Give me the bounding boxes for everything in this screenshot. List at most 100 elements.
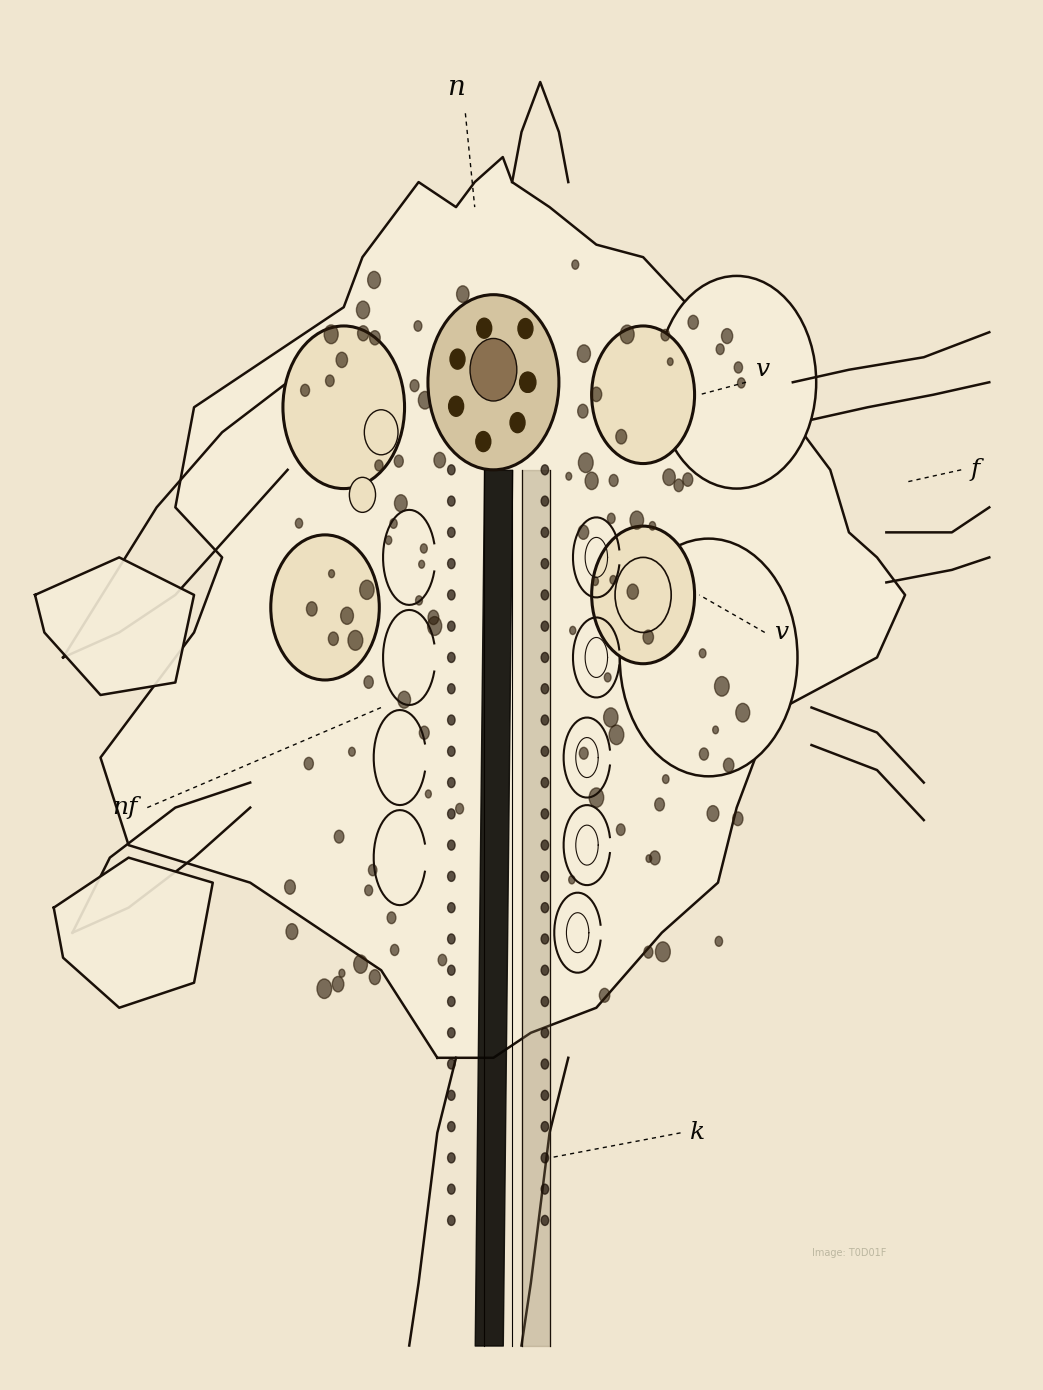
Text: f: f [971, 459, 979, 481]
Circle shape [735, 703, 750, 721]
Circle shape [568, 876, 575, 884]
Circle shape [447, 934, 455, 944]
Circle shape [418, 392, 432, 409]
Circle shape [591, 325, 695, 463]
Circle shape [447, 1090, 455, 1101]
Circle shape [616, 824, 625, 835]
Circle shape [410, 379, 419, 392]
Circle shape [699, 649, 706, 657]
Circle shape [285, 880, 295, 894]
Circle shape [447, 777, 455, 788]
Circle shape [650, 851, 660, 865]
Circle shape [541, 997, 549, 1006]
Circle shape [283, 325, 405, 488]
Circle shape [604, 673, 611, 682]
Circle shape [428, 617, 442, 635]
Circle shape [578, 525, 588, 539]
Circle shape [418, 560, 425, 569]
Circle shape [447, 1059, 455, 1069]
Circle shape [541, 496, 549, 506]
Circle shape [368, 865, 377, 876]
Circle shape [457, 286, 469, 303]
Text: n: n [447, 74, 465, 100]
Circle shape [717, 343, 724, 354]
Circle shape [325, 375, 334, 386]
Circle shape [541, 934, 549, 944]
Circle shape [541, 684, 549, 694]
Circle shape [447, 714, 455, 726]
Circle shape [734, 361, 743, 373]
Circle shape [541, 872, 549, 881]
Circle shape [661, 329, 670, 341]
Circle shape [585, 473, 599, 489]
Circle shape [541, 902, 549, 913]
Circle shape [447, 809, 455, 819]
Circle shape [541, 527, 549, 538]
Circle shape [609, 726, 624, 745]
Circle shape [714, 677, 729, 696]
Circle shape [642, 630, 654, 644]
Circle shape [447, 496, 455, 506]
Circle shape [578, 345, 590, 363]
Circle shape [447, 464, 455, 475]
Circle shape [305, 758, 313, 770]
Circle shape [367, 271, 381, 289]
Circle shape [724, 758, 734, 773]
Circle shape [428, 610, 439, 624]
Circle shape [524, 341, 536, 357]
Circle shape [271, 535, 380, 680]
Circle shape [630, 512, 644, 530]
Circle shape [541, 777, 549, 788]
Circle shape [541, 809, 549, 819]
Circle shape [649, 521, 656, 530]
Text: nf: nf [113, 796, 138, 819]
Circle shape [385, 537, 392, 545]
Circle shape [644, 947, 653, 958]
Circle shape [591, 525, 695, 663]
Circle shape [390, 944, 398, 955]
Circle shape [662, 774, 669, 784]
Circle shape [722, 328, 732, 343]
Circle shape [333, 976, 344, 992]
Circle shape [336, 352, 347, 367]
Circle shape [683, 473, 693, 486]
Circle shape [589, 788, 604, 808]
Circle shape [520, 373, 535, 392]
Text: v: v [774, 621, 789, 644]
Circle shape [447, 1027, 455, 1038]
Circle shape [541, 840, 549, 851]
Circle shape [541, 714, 549, 726]
Circle shape [365, 885, 372, 895]
Circle shape [569, 627, 576, 634]
Circle shape [532, 373, 548, 392]
Circle shape [566, 473, 572, 480]
Circle shape [463, 363, 472, 375]
Circle shape [364, 676, 373, 688]
Circle shape [348, 748, 356, 756]
Circle shape [307, 602, 317, 616]
Circle shape [447, 840, 455, 851]
Circle shape [541, 1215, 549, 1226]
Circle shape [477, 317, 491, 336]
Circle shape [339, 969, 345, 977]
Circle shape [541, 589, 549, 600]
Circle shape [349, 477, 375, 513]
Circle shape [428, 295, 559, 470]
Circle shape [420, 543, 428, 553]
Circle shape [447, 965, 455, 976]
Circle shape [369, 331, 381, 345]
Circle shape [715, 937, 723, 947]
Circle shape [419, 726, 430, 739]
Circle shape [456, 803, 463, 815]
Circle shape [335, 830, 344, 844]
Circle shape [541, 621, 549, 631]
Circle shape [657, 275, 817, 488]
Circle shape [426, 790, 432, 798]
Circle shape [324, 325, 338, 343]
Circle shape [470, 338, 517, 400]
Circle shape [579, 748, 588, 759]
Circle shape [364, 410, 398, 455]
Circle shape [541, 1184, 549, 1194]
Circle shape [515, 324, 530, 343]
Circle shape [578, 404, 588, 418]
